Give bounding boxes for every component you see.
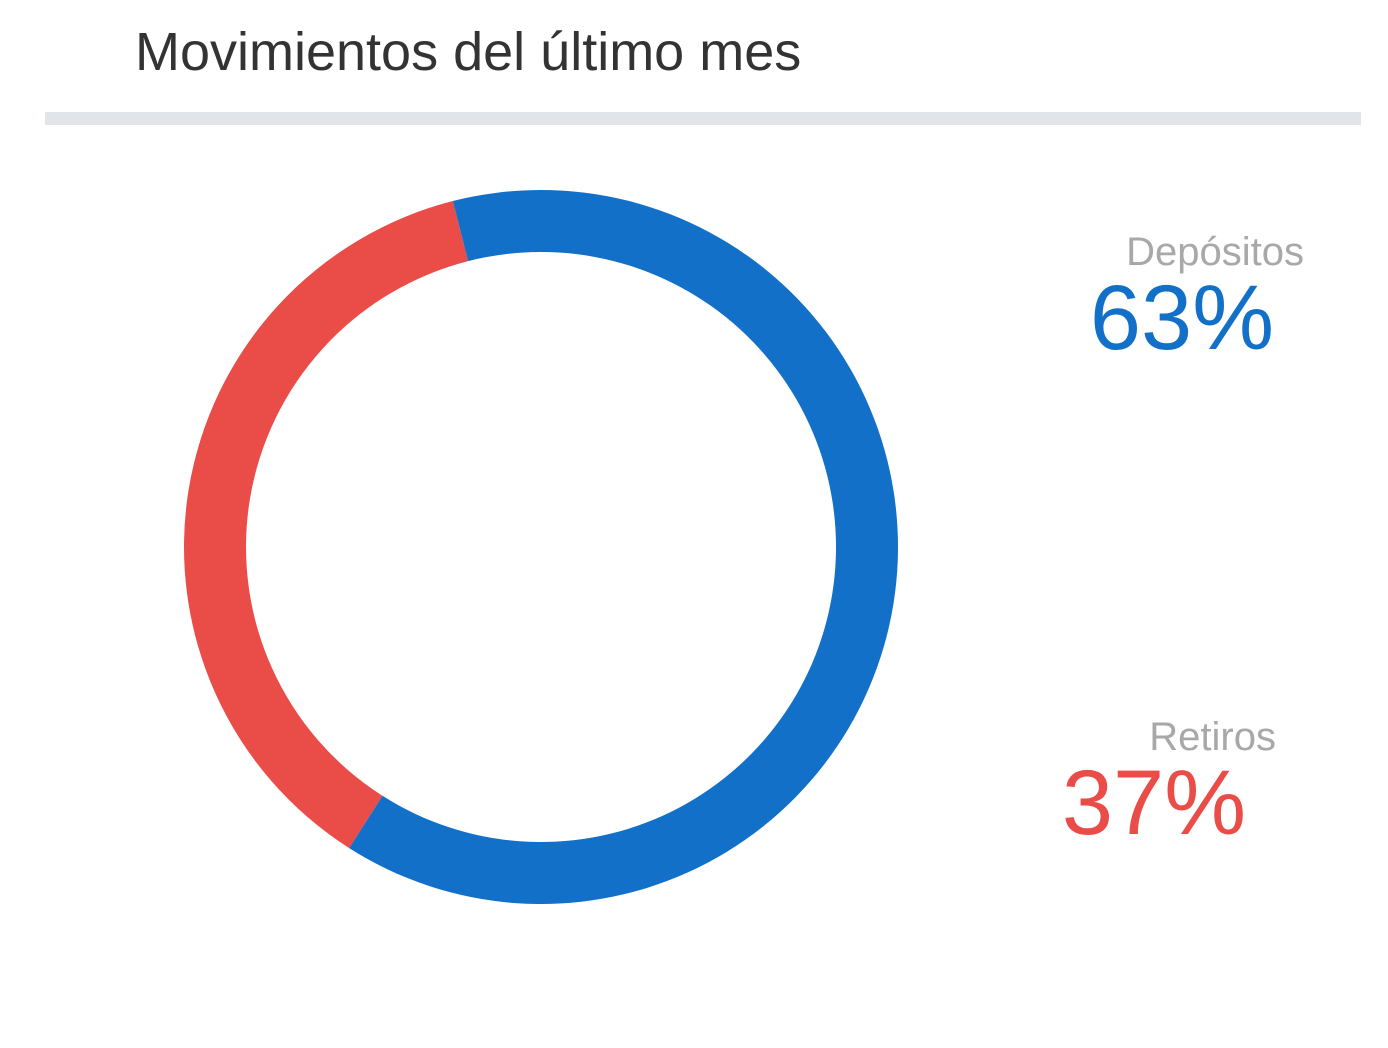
page-title: Movimientos del último mes: [135, 22, 802, 82]
legend-deposits: Depósitos 63%: [1090, 228, 1304, 366]
legend-label-deposits: Depósitos: [1126, 230, 1304, 274]
legend-withdrawals: Retiros 37%: [1062, 713, 1276, 851]
legend-label-withdrawals: Retiros: [1149, 715, 1276, 759]
slice-withdrawals: [183, 201, 469, 849]
title-divider: [45, 112, 1361, 125]
slice-deposits: [349, 190, 898, 905]
legend-value-deposits: 63%: [1089, 267, 1274, 369]
legend-value-withdrawals: 37%: [1061, 752, 1246, 854]
